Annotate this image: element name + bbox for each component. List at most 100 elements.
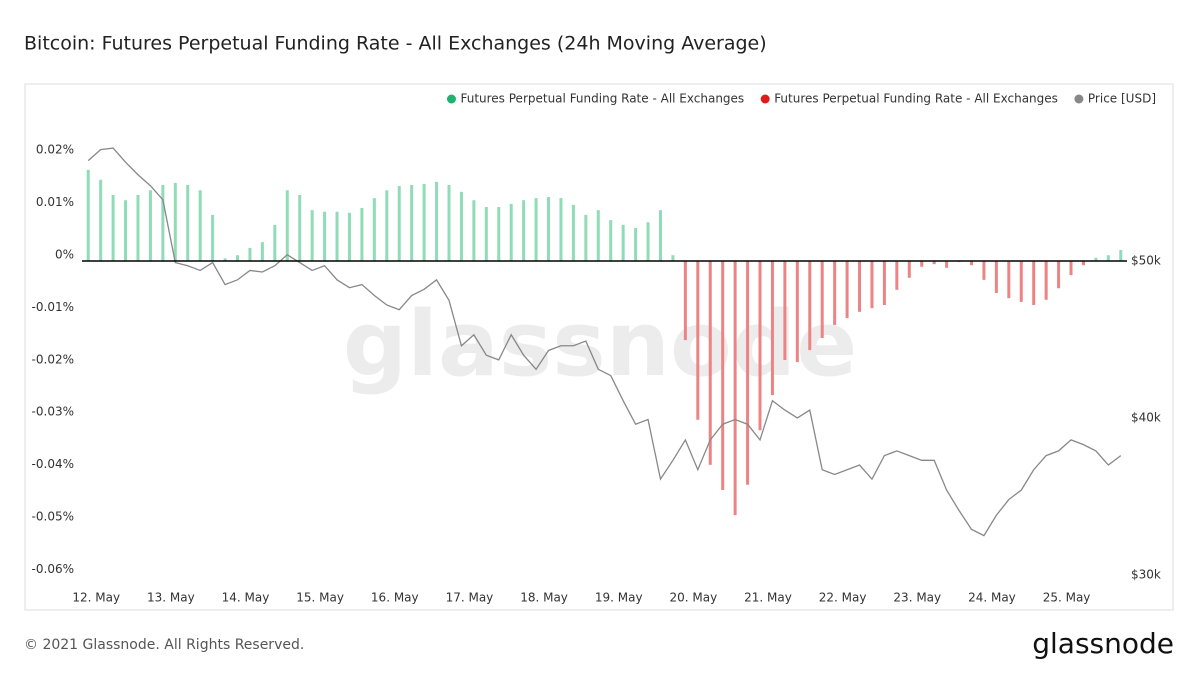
bar <box>758 260 762 431</box>
x-tick-label: 22. May <box>819 591 867 605</box>
bar <box>211 214 215 261</box>
y-tick-label: 0% <box>55 247 74 261</box>
bar <box>609 220 613 261</box>
bar <box>820 260 824 339</box>
bar <box>1007 260 1011 299</box>
bar <box>273 224 277 261</box>
bar <box>410 185 414 261</box>
bar <box>310 210 314 261</box>
bar <box>298 194 302 261</box>
y2-tick-label: $30k <box>1131 567 1161 581</box>
legend-label: Price [USD] <box>1088 92 1156 106</box>
bar <box>161 185 165 261</box>
bar <box>920 260 924 267</box>
bar <box>1106 255 1110 261</box>
bar <box>559 198 563 261</box>
bar <box>1094 257 1098 261</box>
y2-tick-label: $50k <box>1131 254 1161 268</box>
bar <box>1069 260 1073 276</box>
bar <box>746 260 750 485</box>
x-tick-label: 24. May <box>968 591 1016 605</box>
bar <box>547 197 551 261</box>
bar <box>497 207 501 261</box>
bar <box>285 190 289 261</box>
bar <box>658 210 662 261</box>
y-tick-label: -0.01% <box>32 300 74 314</box>
bar <box>447 185 451 261</box>
bar <box>385 190 389 261</box>
bar <box>845 260 849 319</box>
bar <box>683 260 687 341</box>
bar <box>621 224 625 261</box>
bar <box>323 211 327 261</box>
bar <box>833 260 837 325</box>
bar <box>422 183 426 261</box>
bar <box>671 255 675 261</box>
y-tick-label: -0.02% <box>32 352 74 366</box>
bar <box>808 260 812 351</box>
x-tick-label: 23. May <box>893 591 941 605</box>
y2-tick-label: $40k <box>1131 410 1161 424</box>
bar <box>173 182 177 261</box>
bar <box>509 203 513 261</box>
bar <box>347 212 351 261</box>
bar <box>795 260 799 363</box>
bar <box>858 260 862 312</box>
legend-label: Futures Perpetual Funding Rate - All Exc… <box>774 92 1058 106</box>
bar <box>870 260 874 309</box>
bar <box>472 200 476 261</box>
bar <box>994 260 998 293</box>
bar <box>372 198 376 261</box>
x-tick-label: 25. May <box>1043 591 1091 605</box>
bar <box>1019 260 1023 302</box>
x-tick-label: 12. May <box>72 591 120 605</box>
legend-label: Futures Perpetual Funding Rate - All Exc… <box>460 92 744 106</box>
bar <box>459 191 463 261</box>
x-tick-label: 17. May <box>446 591 494 605</box>
bar <box>260 242 264 261</box>
x-tick-label: 15. May <box>296 591 344 605</box>
bar <box>360 208 364 261</box>
bar <box>148 190 152 261</box>
bar <box>99 179 103 261</box>
plot-frame <box>24 83 1174 611</box>
bar <box>534 198 538 261</box>
y-tick-label: -0.05% <box>32 509 74 523</box>
y-tick-label: -0.04% <box>32 457 74 471</box>
bar <box>895 260 899 290</box>
x-tick-label: 18. May <box>520 591 568 605</box>
bar <box>198 190 202 261</box>
bar <box>397 186 401 261</box>
bar <box>111 194 115 261</box>
bar <box>708 260 712 465</box>
bar <box>696 260 700 420</box>
bar <box>882 260 886 306</box>
price-line <box>87 147 1122 537</box>
y-tick-label: -0.06% <box>32 562 74 576</box>
bar <box>1032 260 1036 306</box>
bar <box>770 260 774 396</box>
bar <box>721 260 725 490</box>
bar <box>186 185 190 261</box>
bar <box>733 260 737 516</box>
bar <box>982 260 986 280</box>
bar <box>646 222 650 261</box>
bar <box>1081 260 1085 266</box>
watermark: glassnode <box>343 292 858 397</box>
bar <box>223 258 227 261</box>
bar <box>484 207 488 261</box>
x-tick-label: 21. May <box>744 591 792 605</box>
bar <box>584 214 588 261</box>
x-tick-label: 13. May <box>147 591 195 605</box>
legend-marker <box>1074 94 1084 104</box>
bar <box>335 211 339 261</box>
bar <box>124 200 128 261</box>
y-tick-label: 0.01% <box>36 195 74 209</box>
x-tick-label: 16. May <box>371 591 419 605</box>
x-tick-label: 20. May <box>670 591 718 605</box>
x-tick-label: 19. May <box>595 591 643 605</box>
bar <box>1044 260 1048 300</box>
footer: © 2021 Glassnode. All Rights Reserved. <box>24 637 304 653</box>
bar <box>932 260 936 265</box>
